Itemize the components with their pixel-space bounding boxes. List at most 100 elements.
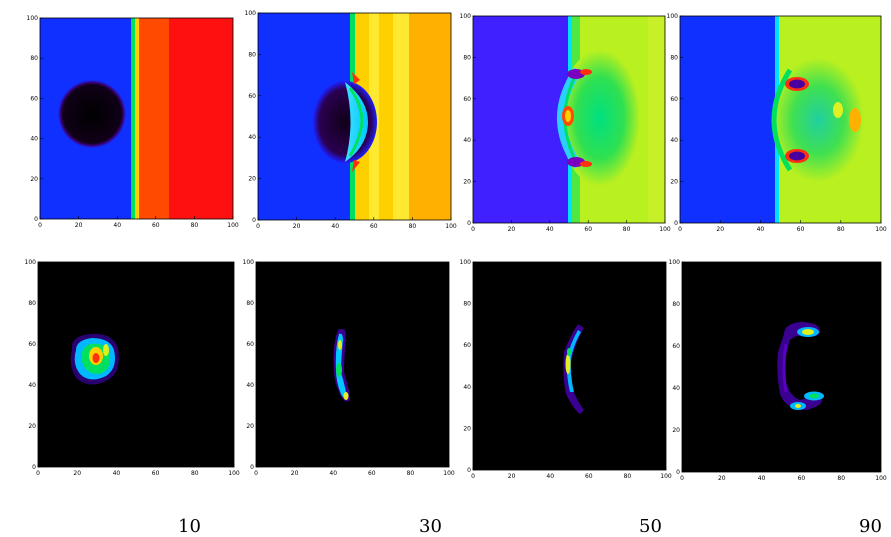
vorticity-plot-t10: 00 20 20 40 40 60 60 80 80 100 100 <box>25 259 240 477</box>
panel-bottom-t30: 0 0 20 20 40 40 60 60 80 80 100 100 <box>0 0 460 480</box>
y-tick-label: 60 <box>670 96 678 103</box>
density-plot-t30: 00 20 20 40 40 60 60 80 80 100 100 <box>245 10 457 230</box>
y-tick-label: 0 <box>676 469 680 476</box>
y-tick-label: 80 <box>28 300 36 307</box>
x-tick-label: 0 <box>471 226 475 233</box>
x-tick-label: 20 <box>716 226 724 233</box>
y-tick-label: 0 <box>252 217 256 224</box>
x-tick-label: 100 <box>660 473 672 480</box>
panel-top-t90: 0 0 20 20 40 40 60 60 80 80 100 100 <box>0 0 891 240</box>
caption-t30: 30 <box>419 516 442 537</box>
caption-t50: 50 <box>639 516 662 537</box>
x-tick-label: 100 <box>445 223 457 230</box>
x-tick-label: 60 <box>585 473 593 480</box>
x-tick-label: 20 <box>718 475 726 482</box>
density-plot-t10: 00 20 20 40 40 60 60 80 80 100 100 <box>27 15 239 229</box>
x-tick-label: 80 <box>407 470 415 477</box>
y-tick-label: 80 <box>672 301 680 308</box>
y-tick-label: 0 <box>467 467 471 474</box>
x-tick-label: 80 <box>837 226 845 233</box>
y-tick-label: 80 <box>246 300 254 307</box>
y-tick-label: 0 <box>674 220 678 227</box>
x-tick-label: 60 <box>584 226 592 233</box>
y-tick-label: 20 <box>28 423 36 430</box>
x-tick-label: 60 <box>368 470 376 477</box>
density-plot-t90: 00 20 20 40 40 60 60 80 80 100 100 <box>667 13 887 233</box>
y-tick-label: 20 <box>463 179 471 186</box>
x-tick-label: 100 <box>875 226 887 233</box>
y-tick-label: 40 <box>672 385 680 392</box>
panel-bottom-t90: 0 0 20 20 40 40 60 60 80 80 100 100 <box>669 259 887 482</box>
y-tick-label: 60 <box>463 96 471 103</box>
x-tick-label: 80 <box>191 470 199 477</box>
y-tick-label: 80 <box>30 55 38 62</box>
y-tick-label: 100 <box>667 13 679 20</box>
y-tick-label: 40 <box>670 137 678 144</box>
x-tick-label: 20 <box>75 222 83 229</box>
y-tick-label: 60 <box>463 342 471 349</box>
x-tick-label: 20 <box>291 470 299 477</box>
y-tick-label: 100 <box>27 15 39 22</box>
x-tick-label: 0 <box>678 226 682 233</box>
y-tick-label: 40 <box>463 137 471 144</box>
x-tick-label: 0 <box>680 475 684 482</box>
x-tick-label: 0 <box>254 470 258 477</box>
x-tick-label: 20 <box>508 473 516 480</box>
vorticity-plot-t30: 00 20 20 40 40 60 60 80 80 100 100 <box>243 259 455 477</box>
y-tick-label: 100 <box>460 259 472 266</box>
x-tick-label: 40 <box>546 473 554 480</box>
x-tick-label: 100 <box>443 470 455 477</box>
y-tick-label: 40 <box>246 382 254 389</box>
y-tick-label: 80 <box>248 51 256 58</box>
caption-t90: 90 <box>859 516 882 537</box>
y-tick-label: 20 <box>246 423 254 430</box>
density-plot-t50: 00 20 20 40 40 60 60 80 80 100 100 <box>460 13 671 233</box>
y-tick-label: 40 <box>30 136 38 143</box>
x-tick-label: 60 <box>152 470 160 477</box>
x-tick-label: 20 <box>73 470 81 477</box>
y-tick-label: 60 <box>672 343 680 350</box>
bubble <box>58 80 126 148</box>
y-tick-label: 0 <box>467 220 471 227</box>
y-tick-label: 20 <box>672 427 680 434</box>
y-tick-label: 80 <box>463 301 471 308</box>
x-tick-label: 0 <box>36 470 40 477</box>
y-tick-label: 60 <box>248 93 256 100</box>
x-tick-label: 100 <box>875 475 887 482</box>
vorticity-plot-t50: 00 20 20 40 40 60 60 80 80 100 100 <box>460 259 672 480</box>
x-tick-label: 40 <box>113 470 121 477</box>
x-tick-label: 40 <box>546 226 554 233</box>
panel-top-t50: 0 0 20 20 40 40 60 60 80 80 100 100 <box>0 0 680 240</box>
y-tick-label: 100 <box>243 259 255 266</box>
y-tick-label: 0 <box>32 464 36 471</box>
x-tick-label: 0 <box>38 222 42 229</box>
x-tick-label: 20 <box>293 223 301 230</box>
y-tick-label: 80 <box>670 54 678 61</box>
x-tick-label: 60 <box>152 222 160 229</box>
x-tick-label: 100 <box>228 470 240 477</box>
vorticity-plot-t90: 00 20 20 40 40 60 60 80 80 100 100 <box>669 259 887 482</box>
panel-top-t30: 0 0 20 20 40 40 60 60 80 80 100 100 <box>0 0 460 240</box>
y-tick-label: 20 <box>670 179 678 186</box>
x-tick-label: 20 <box>508 226 516 233</box>
x-tick-label: 100 <box>227 222 239 229</box>
panel-top-t10: 0 0 20 20 40 40 60 60 80 80 100 100 <box>0 0 240 240</box>
y-tick-label: 20 <box>30 176 38 183</box>
x-tick-label: 80 <box>837 475 845 482</box>
x-tick-label: 60 <box>370 223 378 230</box>
x-tick-label: 40 <box>757 226 765 233</box>
x-tick-label: 0 <box>256 223 260 230</box>
x-tick-label: 80 <box>191 222 199 229</box>
x-tick-label: 40 <box>758 475 766 482</box>
x-tick-label: 60 <box>797 226 805 233</box>
y-tick-label: 20 <box>463 425 471 432</box>
y-tick-label: 80 <box>463 54 471 61</box>
y-tick-label: 100 <box>669 259 681 266</box>
y-tick-label: 0 <box>250 464 254 471</box>
caption-t10: 10 <box>178 516 201 537</box>
x-tick-label: 80 <box>409 223 417 230</box>
x-tick-label: 80 <box>623 226 631 233</box>
x-tick-label: 60 <box>798 475 806 482</box>
x-tick-label: 40 <box>331 223 339 230</box>
y-tick-label: 60 <box>28 341 36 348</box>
